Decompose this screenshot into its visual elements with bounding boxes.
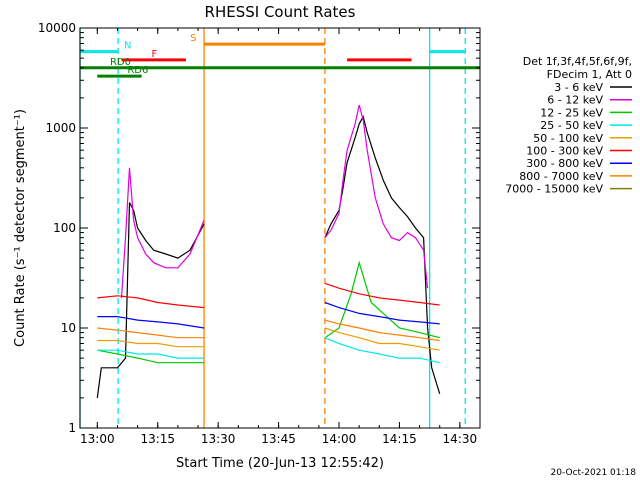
series-line-6-1 [324,301,440,325]
plot-frame [79,27,481,429]
legend-header-1: FDecim 1, Att 0 [547,68,632,81]
legend-label-1: 6 - 12 keV [547,94,603,107]
x-tick-label-2: 13:30 [201,432,236,446]
x-tick-label-4: 14:00 [322,432,357,446]
state-bar-label-5: RD0 [110,57,131,68]
legend-label-3: 25 - 50 keV [540,119,603,132]
y-tick-label-3: 1000 [45,121,76,135]
series-line-2-1 [324,260,440,339]
series-line-3-1 [324,337,440,364]
series-line-2-0 [97,349,205,364]
series-line-7-1 [324,319,440,342]
x-tick-label-6: 14:30 [443,432,478,446]
y-tick-label-1: 10 [61,321,76,335]
series-line-5-0 [97,295,205,309]
series-line-1-0 [120,167,205,298]
x-tick-label-1: 13:15 [140,432,175,446]
state-bar-label-6: RD6 [127,65,148,76]
state-bar-label-2: S [190,33,196,44]
chart-title: RHESSI Count Rates [205,3,356,21]
axes: 13:00 13:15 13:30 13:45 14:00 14:15 14:30 1 10 10… [38,21,481,446]
series-line-5-1 [324,282,440,306]
y-tick-label-4: 10000 [38,21,76,35]
series-line-7-0 [97,327,205,339]
y-tick-label-2: 100 [53,221,76,235]
x-axis-label: Start Time (20-Jun-13 12:55:42) [176,456,384,471]
legend-label-0: 3 - 6 keV [554,81,603,94]
series-line-0-0 [96,202,205,398]
x-tick-label-0: 13:00 [80,432,115,446]
series-line-3-0 [97,349,205,359]
legend-label-2: 12 - 25 keV [540,106,603,119]
footer-timestamp: 20-Oct-2021 01:18 [551,468,637,478]
legend-label-7: 800 - 7000 keV [519,170,603,183]
x-tick-label-5: 14:15 [382,432,417,446]
legend: Det 1f,3f,4f,5f,6f,9f,FDecim 1, Att 03 -… [505,55,632,196]
x-tick-label-3: 13:45 [261,432,296,446]
legend-header-0: Det 1f,3f,4f,5f,6f,9f, [523,55,632,68]
series-line-4-0 [97,339,205,348]
y-tick-label-0: 1 [68,421,76,435]
state-bar-label-0: N [124,41,131,52]
legend-label-6: 300 - 800 keV [526,157,603,170]
series-line-4-1 [324,327,440,351]
state-bar-label-3: F [151,49,157,60]
series-line-6-0 [97,316,205,329]
legend-label-4: 50 - 100 keV [533,132,603,145]
legend-label-5: 100 - 300 keV [526,145,603,158]
legend-label-8: 7000 - 15000 keV [505,183,603,196]
series-line-1-1 [324,104,429,289]
series-line-0-1 [324,114,441,394]
y-axis-label: Count Rate (s⁻¹ detector segment⁻¹) [13,109,28,347]
